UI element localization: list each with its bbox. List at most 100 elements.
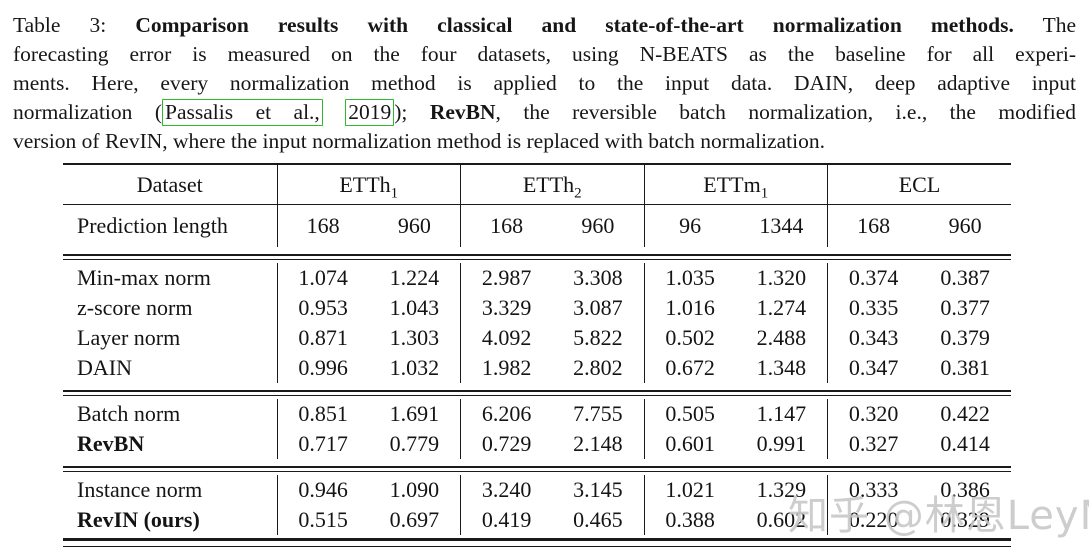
value-cell: 1.224 bbox=[389, 265, 440, 290]
dataset-subscript: 1 bbox=[760, 184, 769, 201]
pred-cell: 168 bbox=[276, 204, 369, 247]
value-cell: 0.387 bbox=[940, 265, 990, 290]
value-cell: 1.032 bbox=[389, 355, 440, 380]
value-cell: 0.343 bbox=[827, 323, 920, 353]
value-cell: 0.377 bbox=[940, 295, 990, 320]
double-rule-line bbox=[63, 389, 1012, 396]
prediction-length-row: Prediction length 168 960 168 960 96 134… bbox=[63, 204, 1011, 247]
value-cell: 0.871 bbox=[276, 323, 369, 353]
value-cell: 0.381 bbox=[940, 355, 990, 380]
value-cell: 0.419 bbox=[460, 505, 553, 535]
table-row-instancenorm: Instance norm 0.946 1.090 3.240 3.145 1.… bbox=[63, 475, 1011, 505]
value-cell: 0.379 bbox=[940, 325, 990, 350]
double-rule bbox=[63, 383, 1012, 399]
value-cell: 2.148 bbox=[573, 431, 623, 456]
table-caption: Table 3: Comparison results with classic… bbox=[13, 11, 1076, 156]
citation-link-passalis[interactable]: Passalis et al., bbox=[162, 99, 323, 126]
value-cell: 0.327 bbox=[827, 429, 920, 459]
caption-line-5: version of RevIN, where the input normal… bbox=[13, 127, 1076, 156]
col-header-etth2: ETTh2 bbox=[460, 164, 644, 205]
pred-cell: 96 bbox=[643, 204, 736, 247]
value-cell: 1.090 bbox=[389, 477, 440, 502]
value-cell: 0.505 bbox=[643, 399, 736, 429]
value-cell: 3.145 bbox=[573, 477, 623, 502]
dataset-name: ETTh bbox=[339, 171, 391, 197]
double-rule-line bbox=[63, 465, 1012, 472]
value-cell: 0.851 bbox=[276, 399, 369, 429]
value-cell: 1.043 bbox=[389, 295, 440, 320]
value-cell: 0.953 bbox=[276, 293, 369, 323]
dataset-header-row: Dataset ETTh1 ETTh2 ETTm1 ECL bbox=[63, 164, 1012, 205]
value-cell: 0.374 bbox=[827, 263, 920, 293]
pred-cell: 960 bbox=[397, 213, 431, 238]
value-cell: 0.991 bbox=[756, 431, 807, 456]
value-cell: 1.320 bbox=[756, 265, 807, 290]
results-table: Dataset ETTh1 ETTh2 ETTm1 ECL Prediction… bbox=[63, 163, 1012, 549]
value-cell: 1.021 bbox=[643, 475, 736, 505]
value-cell: 1.303 bbox=[389, 325, 440, 350]
value-cell: 4.092 bbox=[460, 323, 553, 353]
dataset-subscript: 2 bbox=[574, 184, 582, 201]
value-cell: 0.347 bbox=[827, 353, 920, 383]
value-cell: 6.206 bbox=[460, 399, 553, 429]
caption-prefix: Table 3: bbox=[13, 13, 136, 37]
value-cell: 1.329 bbox=[756, 477, 807, 502]
row-label-prediction-length: Prediction length bbox=[77, 213, 228, 238]
bottom-rule bbox=[63, 535, 1012, 549]
dataset-name: ETTh bbox=[522, 171, 575, 197]
value-cell: 1.691 bbox=[389, 401, 440, 426]
value-cell: 0.946 bbox=[276, 475, 369, 505]
value-cell: 0.601 bbox=[643, 429, 736, 459]
value-cell: 0.465 bbox=[573, 507, 623, 532]
value-cell: 3.329 bbox=[460, 293, 553, 323]
table-row-zscore: z-score norm 0.953 1.043 3.329 3.087 1.0… bbox=[63, 293, 1011, 323]
value-cell: 0.729 bbox=[460, 429, 553, 459]
value-cell: 1.274 bbox=[756, 295, 807, 320]
table-row-dain: DAIN 0.996 1.032 1.982 2.802 0.672 1.348… bbox=[63, 353, 1011, 383]
dataset-subscript: 1 bbox=[390, 184, 399, 201]
value-cell: 0.717 bbox=[276, 429, 369, 459]
bottom-rule-line bbox=[63, 538, 1012, 547]
value-cell: 0.672 bbox=[643, 353, 736, 383]
method-label: RevBN bbox=[77, 431, 145, 456]
table-row-minmax: Min-max norm 1.074 1.224 2.987 3.308 1.0… bbox=[63, 263, 1011, 293]
value-cell: 0.320 bbox=[827, 399, 920, 429]
table-row-layernorm: Layer norm 0.871 1.303 4.092 5.822 0.502… bbox=[63, 323, 1011, 353]
caption-text: The bbox=[1013, 13, 1077, 37]
caption-text: ments. Here, every normalization method … bbox=[13, 71, 1076, 95]
caption-line-1: Table 3: Comparison results with classic… bbox=[13, 11, 1076, 40]
value-cell: 1.982 bbox=[460, 353, 553, 383]
col-header-ecl: ECL bbox=[827, 164, 1012, 205]
value-cell: 5.822 bbox=[573, 325, 623, 350]
value-cell: 1.074 bbox=[276, 263, 369, 293]
table-row-batchnorm: Batch norm 0.851 1.691 6.206 7.755 0.505… bbox=[63, 399, 1011, 429]
table-row-revin-ours: RevIN (ours) 0.515 0.697 0.419 0.465 0.3… bbox=[63, 505, 1011, 535]
method-label: z-score norm bbox=[77, 295, 193, 320]
value-cell: 0.333 bbox=[827, 475, 920, 505]
pred-cell: 168 bbox=[827, 204, 920, 247]
caption-line-2: forecasting error is measured on the fou… bbox=[13, 40, 1076, 69]
value-cell: 0.335 bbox=[827, 293, 920, 323]
value-cell: 1.016 bbox=[643, 293, 736, 323]
value-cell: 3.240 bbox=[460, 475, 553, 505]
value-cell: 0.602 bbox=[756, 507, 807, 532]
method-label: Min-max norm bbox=[77, 265, 211, 290]
caption-text: forecasting error is measured on the fou… bbox=[13, 42, 1076, 66]
pred-cell: 168 bbox=[460, 204, 553, 247]
citation-link-year[interactable]: 2019 bbox=[345, 99, 395, 126]
double-rule-line bbox=[63, 253, 1012, 260]
caption-text bbox=[323, 100, 345, 124]
dataset-name: ETTm bbox=[703, 171, 761, 197]
table-row-revbn: RevBN 0.717 0.779 0.729 2.148 0.601 0.99… bbox=[63, 429, 1011, 459]
caption-text: ); bbox=[394, 100, 430, 124]
value-cell: 0.697 bbox=[389, 507, 440, 532]
value-cell: 0.386 bbox=[940, 477, 990, 502]
pred-cell: 960 bbox=[948, 213, 982, 238]
value-cell: 0.220 bbox=[827, 505, 920, 535]
caption-line-3: ments. Here, every normalization method … bbox=[13, 69, 1076, 98]
dataset-name: ECL bbox=[898, 171, 941, 197]
method-label: Instance norm bbox=[77, 477, 203, 502]
value-cell: 1.035 bbox=[643, 263, 736, 293]
double-rule bbox=[63, 247, 1012, 263]
